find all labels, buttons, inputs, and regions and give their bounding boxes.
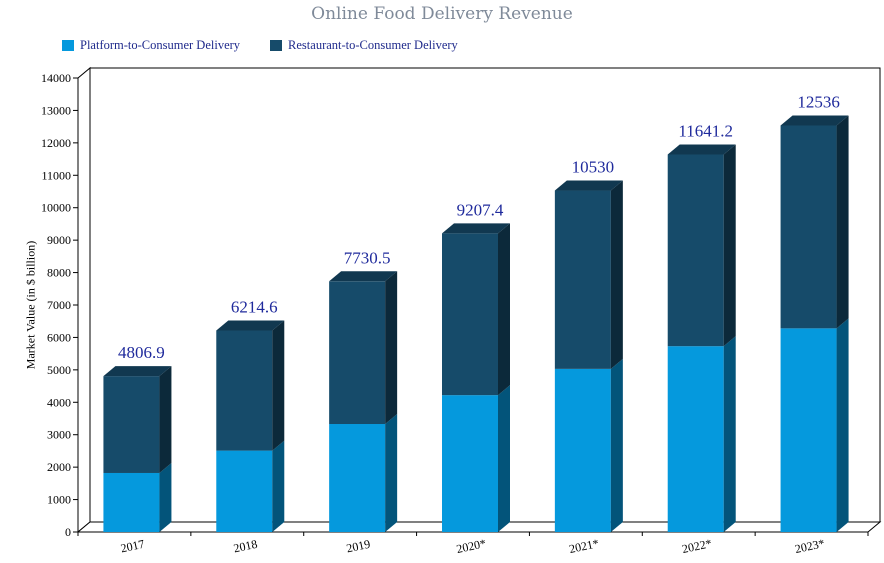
bar-side (272, 320, 285, 451)
y-tick-label: 2000 (47, 460, 71, 474)
x-tick-label: 2020* (455, 536, 487, 556)
y-tick-label: 8000 (47, 266, 71, 280)
x-tick-label: 2023* (794, 536, 826, 556)
bar-top (780, 115, 849, 126)
y-tick-label: 4000 (47, 395, 71, 409)
chart-title: Online Food Delivery Revenue (311, 4, 573, 24)
y-tick-label: 0 (65, 525, 71, 539)
bar-total-label: 9207.4 (457, 200, 504, 219)
x-tick-label: 2018 (232, 537, 258, 556)
bar-side (723, 144, 736, 347)
bar-side (610, 358, 623, 532)
bar-total-label: 11641.2 (678, 121, 733, 140)
plot-left-wall (77, 66, 91, 534)
y-tick-label: 1000 (47, 493, 71, 507)
y-tick-label: 11000 (41, 168, 71, 182)
y-tick-label: 10000 (41, 201, 71, 215)
bar-front (329, 424, 386, 532)
bar-front (329, 281, 386, 425)
y-tick-label: 6000 (47, 330, 71, 344)
y-tick-label: 12000 (41, 136, 71, 150)
bar-front (442, 395, 498, 532)
legend-item-restaurant: Restaurant-to-Consumer Delivery (270, 38, 458, 53)
bar-front (780, 328, 837, 532)
bar-side (610, 180, 623, 369)
bar-front (554, 368, 611, 532)
x-tick-label: 2019 (345, 537, 371, 556)
bar-side (272, 440, 285, 532)
y-tick-label: 13000 (41, 103, 71, 117)
bar-top (216, 320, 285, 331)
bar-side (836, 115, 849, 329)
bar-front (554, 190, 611, 369)
bar-top (103, 366, 172, 377)
bar-side (385, 414, 398, 532)
legend-swatch-restaurant (270, 40, 283, 51)
y-tick-label: 9000 (47, 233, 71, 247)
bar-front (216, 450, 273, 532)
legend-label-platform: Platform-to-Consumer Delivery (80, 38, 241, 52)
bar-side (498, 385, 510, 532)
bar-total-label: 12536 (797, 92, 840, 111)
bar-front (103, 472, 160, 532)
bar-front (667, 154, 724, 347)
bar-top (442, 223, 510, 234)
bar-side (385, 271, 398, 425)
bar-front (780, 125, 837, 329)
bar-top (554, 180, 623, 191)
x-tick-label: 2017 (119, 537, 145, 556)
bar-side (498, 223, 510, 396)
bar-front (216, 330, 273, 451)
bar-total-label: 4806.9 (118, 343, 165, 362)
bar-side (723, 336, 736, 532)
y-tick-label: 14000 (41, 71, 71, 85)
bar-side (159, 462, 172, 532)
bar-total-label: 10530 (572, 158, 615, 177)
legend-label-restaurant: Restaurant-to-Consumer Delivery (288, 38, 458, 52)
bar-total-label: 7730.5 (344, 248, 391, 267)
legend-item-platform: Platform-to-Consumer Delivery (62, 38, 240, 53)
y-tick-label: 5000 (47, 363, 71, 377)
bar-top (667, 144, 736, 155)
bar-front (103, 376, 160, 473)
bar-total-label: 6214.6 (231, 297, 278, 316)
x-tick-label: 2022* (681, 536, 713, 556)
bar-side (836, 318, 849, 532)
bar-front (442, 233, 498, 396)
legend: Platform-to-Consumer Delivery Restaurant… (62, 38, 458, 53)
y-tick-label: 3000 (47, 428, 71, 442)
bar-side (159, 366, 172, 473)
legend-swatch-platform (62, 40, 74, 51)
y-tick-label: 7000 (47, 298, 71, 312)
bar-top (329, 271, 398, 282)
x-tick-label: 2021* (568, 536, 600, 556)
bar-front (667, 346, 724, 532)
